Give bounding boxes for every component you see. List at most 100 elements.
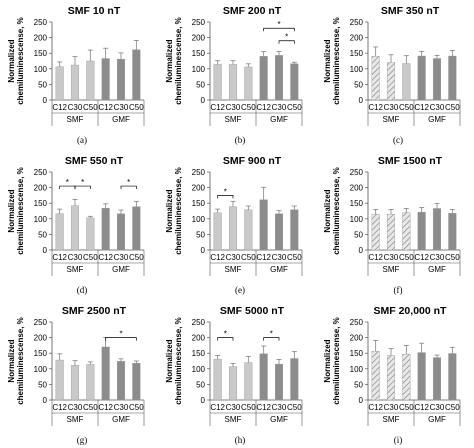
x-category-label: C50 [83,103,98,112]
group-label-gmf: GMF [112,415,130,424]
x-category-label: C50 [287,253,302,262]
chart-panel-6: SMF 1500 nT Normalizedchemiluminescense, … [323,155,461,295]
bar-gmf-c12 [101,346,110,401]
significance-bracket [74,185,91,190]
bar-smf-c50 [402,353,411,401]
y-tick-label: 100 [34,365,48,374]
bar-gmf-c12 [259,353,268,401]
bar-smf-c12 [55,359,64,401]
x-category-label: C50 [399,403,414,412]
y-tick-label: 50 [196,230,205,239]
x-category-label: C12 [414,103,429,112]
panel-label: (e) [235,285,245,295]
panel-label: (i) [394,435,403,445]
x-category-label: C50 [129,253,144,262]
significance-bracket [263,27,295,32]
x-category-label: C50 [445,403,460,412]
significance-marker: * [224,330,227,339]
y-axis-label: Normalizedchemiluminescense, % [7,17,25,105]
significance-bracket [263,337,280,341]
y-tick-label: 0 [43,396,48,405]
y-axis-label: Normalizedchemiluminescense, % [165,317,183,405]
x-category-label: C50 [241,253,256,262]
y-tick-label: 150 [350,349,364,358]
bar-gmf-c12 [259,199,268,251]
significance-marker: * [119,330,122,339]
bar-smf-c30 [228,64,238,101]
y-tick-label: 250 [192,168,206,177]
chart-panel-1: SMF 10 nT Normalizedchemiluminescense, % 0… [7,5,145,145]
significance-bracket [217,195,234,199]
x-category-label: C50 [129,403,144,412]
bar-gmf-c50 [290,358,299,401]
x-category-label: C30 [226,103,241,112]
bar-smf-c50 [402,63,411,101]
y-axis-label: Normalizedchemiluminescense, % [165,17,183,105]
x-category-label: C50 [445,103,460,112]
x-category-label: C12 [98,403,113,412]
panel-label: (h) [235,435,246,445]
x-category-label: C30 [226,403,241,412]
bar-smf-c50 [86,60,95,101]
bar-gmf-c30 [116,58,126,101]
bar-gmf-c30 [432,357,442,401]
chart-title: SMF 2500 nT [62,305,127,317]
bar-smf-c12 [213,358,222,401]
x-category-label: C50 [399,253,414,262]
y-axis-label: Normalizedchemiluminescense, % [323,17,341,105]
x-category-label: C30 [384,253,399,262]
bar-smf-c30 [70,205,80,251]
y-tick-label: 150 [34,349,48,358]
bar-gmf-c30 [274,363,284,401]
y-tick-label: 50 [196,380,205,389]
x-category-label: C30 [430,103,445,112]
x-category-label: C30 [68,103,83,112]
bar-gmf-c30 [274,55,284,101]
x-category-label: C12 [368,253,383,262]
panel-label: (b) [235,135,246,145]
bar-gmf-c50 [448,212,457,251]
y-axis-label-line: Normalized [323,189,332,232]
bar-gmf-c30 [116,213,126,251]
group-label-smf: SMF [383,265,400,274]
bar-gmf-c30 [116,361,126,401]
chart-title: SMF 900 nT [223,155,282,167]
bar-gmf-c12 [417,352,426,401]
bar-gmf-c30 [432,58,442,101]
y-tick-label: 200 [350,34,364,43]
bar-smf-c30 [228,206,238,251]
x-category-label: C50 [241,103,256,112]
group-label-gmf: GMF [428,415,446,424]
x-category-label: C50 [83,253,98,262]
x-category-label: C50 [241,403,256,412]
bar-smf-c12 [55,66,64,101]
y-tick-label: 50 [38,380,47,389]
x-category-label: C12 [52,403,67,412]
x-category-label: C50 [399,103,414,112]
group-label-smf: SMF [67,265,84,274]
significance-bracket [217,337,234,341]
x-category-label: C30 [114,403,129,412]
y-tick-label: 200 [34,184,48,193]
significance-bracket [278,40,295,44]
bar-smf-c30 [386,355,396,401]
y-tick-label: 200 [34,34,48,43]
y-tick-label: 200 [350,184,364,193]
bar-smf-c12 [213,64,222,101]
bar-smf-c12 [371,213,380,251]
significance-bracket [105,337,137,341]
y-tick-label: 0 [201,246,206,255]
x-category-label: C50 [287,403,302,412]
group-label-gmf: GMF [428,265,446,274]
y-tick-label: 50 [354,380,363,389]
y-axis-label: Normalizedchemiluminescense, % [323,317,341,405]
y-axis-label-line: Normalized [7,189,16,232]
group-label-smf: SMF [383,115,400,124]
y-tick-label: 0 [43,96,48,105]
chart-panel-9: SMF 20,000 nT Normalizedchemiluminescense… [323,305,461,445]
y-axis-label-line: chemiluminescense, % [332,167,341,255]
x-category-label: C12 [368,403,383,412]
x-category-label: C30 [272,103,287,112]
y-tick-label: 50 [38,80,47,89]
